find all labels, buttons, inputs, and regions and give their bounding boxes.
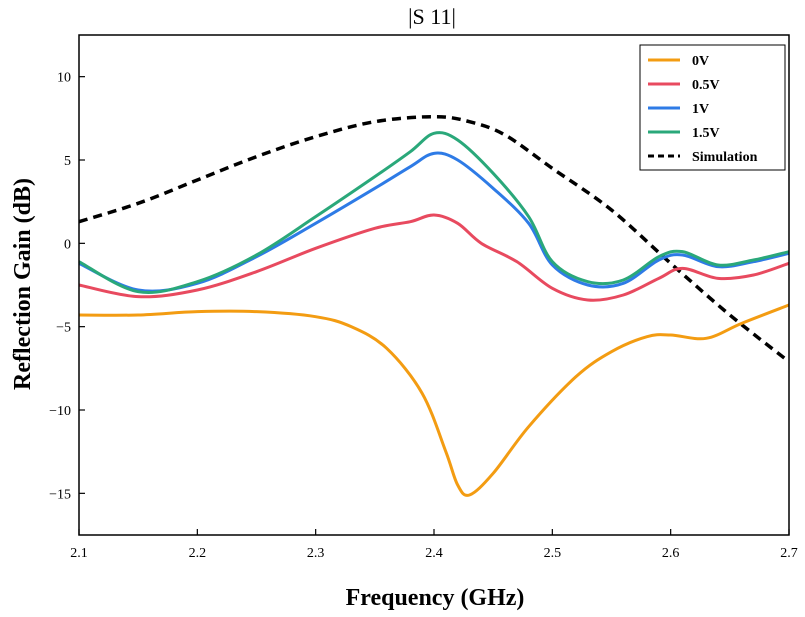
x-tick-label: 2.5 <box>544 546 562 561</box>
chart-title: |S 11| <box>408 4 456 29</box>
series-line-1-5v <box>78 131 790 294</box>
x-axis-title: Frequency (GHz) <box>346 585 525 611</box>
series-group <box>78 114 791 497</box>
series-line-1v <box>78 151 790 293</box>
y-tick-label: −10 <box>49 404 71 419</box>
x-tick-label: 2.7 <box>780 546 798 561</box>
y-tick-label: 5 <box>64 154 71 169</box>
legend-label: Simulation <box>692 150 758 165</box>
legend-label: 0V <box>692 54 709 69</box>
x-tick-label: 2.4 <box>425 546 443 561</box>
legend-label: 1.5V <box>692 126 720 141</box>
plot-frame <box>78 34 790 536</box>
series-line-0-5v <box>78 213 790 302</box>
y-tick-label: 0 <box>64 237 71 252</box>
legend: 0V 0.5V 1V 1.5V Simulation <box>639 44 786 171</box>
x-tick-label: 2.6 <box>662 546 680 561</box>
y-axis-title: Reflection Gain (dB) <box>10 178 36 390</box>
y-tick-label: −5 <box>56 321 71 336</box>
legend-label: 1V <box>692 102 709 117</box>
legend-label: 0.5V <box>692 78 720 93</box>
series-line-0v <box>78 303 790 497</box>
ticks: 2.1 2.2 2.3 2.4 2.5 2.6 2.7 10 5 0 −5 −10 −15 <box>49 71 798 561</box>
x-tick-label: 2.1 <box>70 546 88 561</box>
x-tick-label: 2.3 <box>307 546 325 561</box>
x-tick-label: 2.2 <box>189 546 207 561</box>
series-line-simulation <box>78 114 791 364</box>
y-tick-label: −15 <box>49 487 71 502</box>
y-tick-label: 10 <box>57 71 71 86</box>
